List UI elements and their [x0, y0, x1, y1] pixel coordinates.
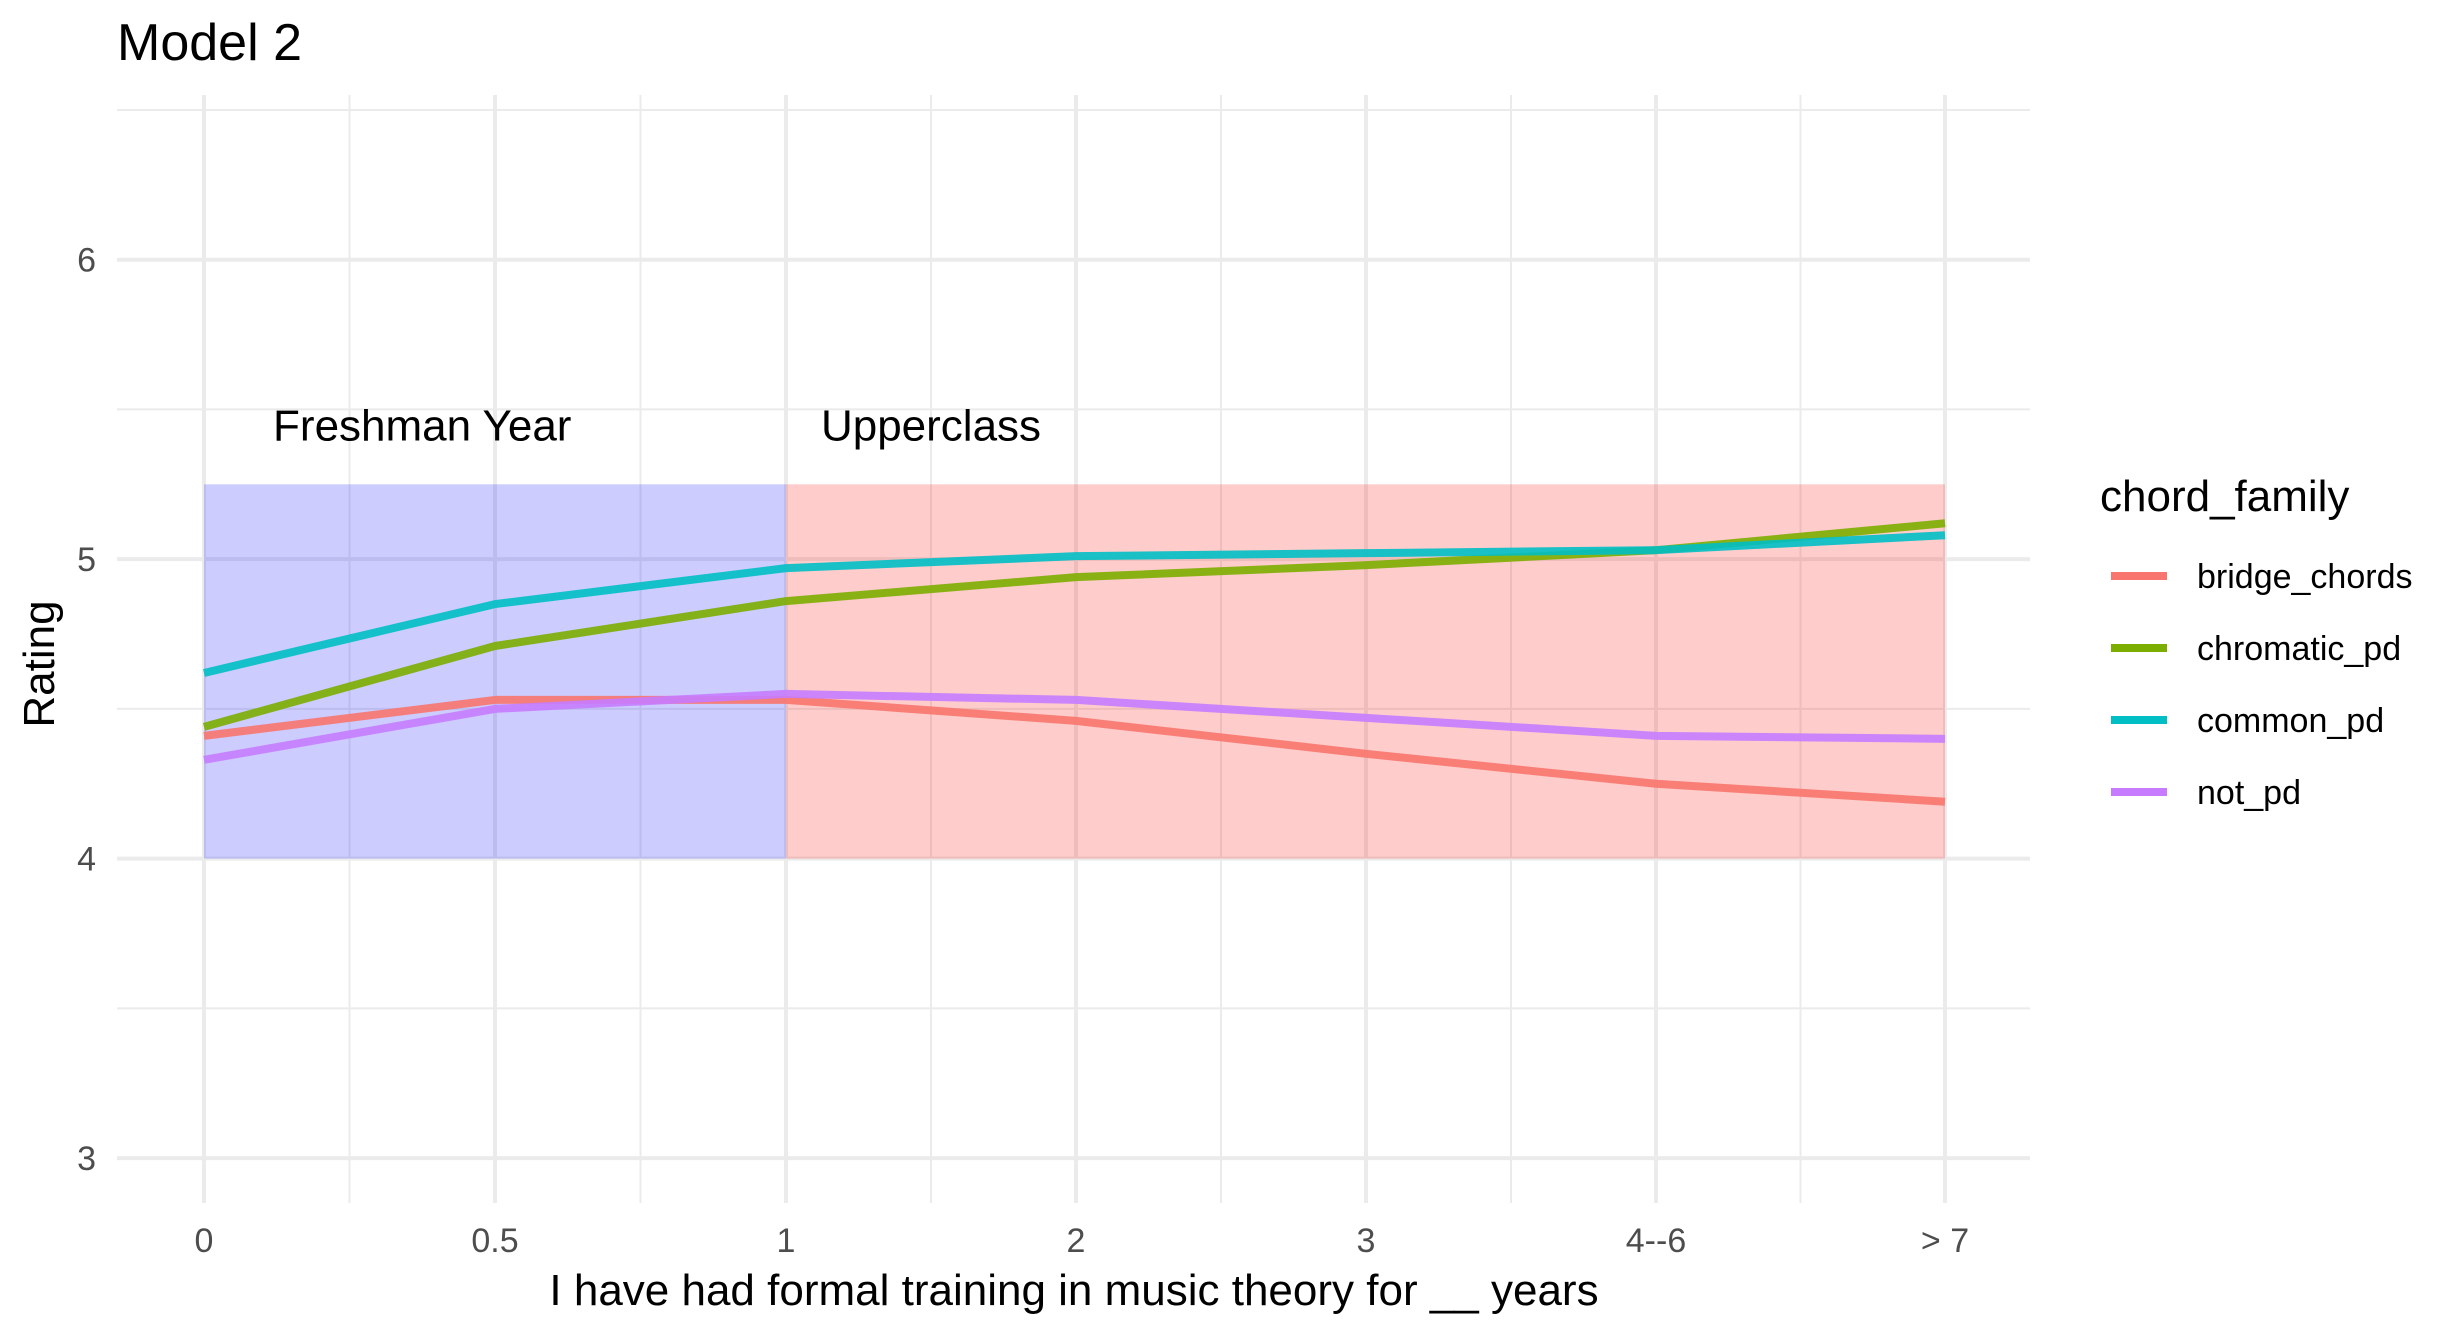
legend-items: bridge_chords chromatic_pd common_pd not_pd — [2111, 558, 2412, 812]
legend-title: chord_family — [2100, 472, 2349, 521]
y-tick-label: 3 — [77, 1140, 96, 1178]
y-tick-label: 6 — [77, 242, 96, 280]
region-0 — [204, 484, 786, 859]
grid — [117, 95, 2030, 1203]
legend-label-common_pd: common_pd — [2197, 702, 2384, 740]
series-line-bridge_chords — [203, 695, 1946, 806]
x-tick-label: 1 — [777, 1222, 796, 1260]
region-labels: Freshman Year Upperclass — [273, 401, 1041, 450]
chart-title: Model 2 — [117, 14, 302, 72]
x-tick-label: 0 — [195, 1222, 214, 1260]
series-line-not_pd — [203, 689, 1946, 764]
region-label-1: Upperclass — [821, 401, 1041, 450]
x-tick-label: 0.5 — [471, 1222, 518, 1260]
legend-label-chromatic_pd: chromatic_pd — [2197, 630, 2401, 668]
shaded-regions — [204, 484, 1945, 859]
x-tick-label: 2 — [1067, 1222, 1086, 1260]
region-label-0: Freshman Year — [273, 401, 571, 450]
legend-label-bridge_chords: bridge_chords — [2197, 558, 2412, 596]
legend-label-not_pd: not_pd — [2197, 774, 2301, 812]
x-tick-label: > 7 — [1921, 1222, 1969, 1260]
x-tick-label: 4--6 — [1626, 1222, 1686, 1260]
y-axis-title: Rating — [15, 600, 64, 727]
x-axis-ticks: 0 0.5 1 2 3 4--6 > 7 — [195, 1222, 1970, 1260]
y-axis-ticks: 3 4 5 6 — [77, 242, 96, 1178]
x-tick-label: 3 — [1357, 1222, 1376, 1260]
y-tick-label: 4 — [77, 841, 96, 879]
x-axis-title: I have had formal training in music theo… — [549, 1266, 1598, 1315]
y-tick-label: 5 — [77, 541, 96, 579]
series-lines — [202, 519, 1946, 806]
legend: chord_family bridge_chords chromatic_pdco… — [2100, 472, 2412, 812]
series-line-common_pd — [203, 531, 1946, 677]
